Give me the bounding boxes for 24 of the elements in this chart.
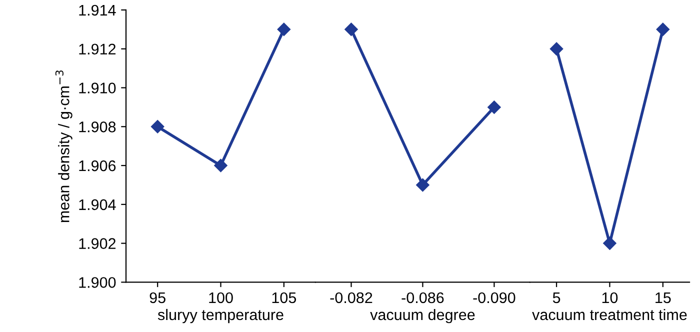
x-tick-label: 95 xyxy=(150,292,166,304)
y-tick-label: 1.908 xyxy=(79,122,116,132)
x-axis-title: vacuum treatment time xyxy=(532,308,687,320)
x-axis-title: vacuum degree xyxy=(370,308,475,324)
x-tick-label: -0.082 xyxy=(330,292,372,304)
y-tick-label: 1.910 xyxy=(79,82,116,94)
x-tick-label: 5 xyxy=(552,292,560,304)
y-axis-title: mean density / g·cm$^{−3}$ xyxy=(55,70,72,222)
point xyxy=(150,120,164,134)
point xyxy=(277,22,290,36)
y-tick-label: 1.906 xyxy=(79,160,116,172)
y-tick-label: 1.902 xyxy=(79,238,116,249)
x-tick-label: 100 xyxy=(209,292,233,304)
point xyxy=(214,158,228,172)
y-tick-label: 1.912 xyxy=(79,44,116,55)
x-tick-label: 10 xyxy=(602,292,618,304)
x-tick-label: 15 xyxy=(656,292,671,304)
x-tick-label: -0.090 xyxy=(473,292,516,304)
y-tick-label: 1.904 xyxy=(79,199,116,210)
x-axis-title: sluryy temperature xyxy=(158,308,284,324)
y-tick-label: 1.900 xyxy=(79,277,116,288)
x-tick-label: -0.086 xyxy=(402,292,444,304)
y-tick-label: 1.914 xyxy=(79,4,116,16)
x-tick-label: 105 xyxy=(272,292,296,304)
